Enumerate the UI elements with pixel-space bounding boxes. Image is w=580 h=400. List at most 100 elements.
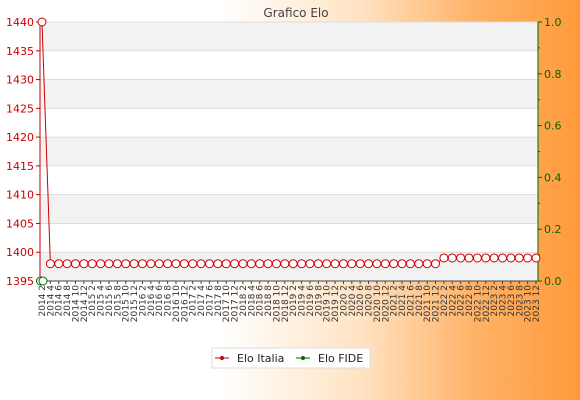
data-point[interactable] xyxy=(280,259,290,269)
data-point[interactable] xyxy=(347,259,357,269)
x-tick-label: 2022 10 xyxy=(473,285,483,322)
data-point[interactable] xyxy=(297,259,307,269)
legend-label: Elo FIDE xyxy=(318,352,363,365)
data-point[interactable] xyxy=(439,253,449,263)
data-point[interactable] xyxy=(246,259,256,269)
data-point[interactable] xyxy=(204,259,214,269)
data-point[interactable] xyxy=(330,259,340,269)
data-point[interactable] xyxy=(288,259,298,269)
data-point[interactable] xyxy=(405,259,415,269)
data-point[interactable] xyxy=(54,259,64,269)
x-tick-label: 2015 12 xyxy=(130,285,140,322)
data-point[interactable] xyxy=(481,253,491,263)
data-point[interactable] xyxy=(372,259,382,269)
x-tick-label: 2016 4 xyxy=(147,285,157,317)
x-tick-label: 2018 12 xyxy=(281,285,291,322)
data-point[interactable] xyxy=(523,253,533,263)
x-tick-label: 2015 8 xyxy=(113,285,123,317)
data-point[interactable] xyxy=(104,259,114,269)
data-point[interactable] xyxy=(355,259,365,269)
legend-swatch-marker xyxy=(301,356,305,360)
data-point[interactable] xyxy=(389,259,399,269)
data-point[interactable] xyxy=(255,259,265,269)
data-point[interactable] xyxy=(271,259,281,269)
data-point[interactable] xyxy=(196,259,206,269)
x-tick-label: 2016 8 xyxy=(164,285,174,317)
x-tick-label: 2016 12 xyxy=(180,285,190,322)
data-point[interactable] xyxy=(163,259,173,269)
data-point[interactable] xyxy=(154,259,164,269)
x-tick-label: 2017 8 xyxy=(214,285,224,317)
data-point[interactable] xyxy=(238,259,248,269)
grid-band xyxy=(40,79,538,109)
data-point[interactable] xyxy=(38,276,48,286)
data-point[interactable] xyxy=(380,259,390,269)
data-point[interactable] xyxy=(230,259,240,269)
x-tick-label: 2014 6 xyxy=(55,285,65,317)
x-tick-label: 2014 10 xyxy=(71,285,81,322)
x-tick-label: 2023 4 xyxy=(499,285,509,317)
data-point[interactable] xyxy=(79,259,89,269)
data-point[interactable] xyxy=(364,259,374,269)
data-point[interactable] xyxy=(70,259,80,269)
data-point[interactable] xyxy=(456,253,466,263)
data-point[interactable] xyxy=(338,259,348,269)
x-tick-label: 2019 12 xyxy=(331,285,341,322)
x-tick-label: 2019 8 xyxy=(314,285,324,317)
data-point[interactable] xyxy=(129,259,139,269)
data-point[interactable] xyxy=(472,253,482,263)
x-tick-label: 2018 6 xyxy=(256,285,266,317)
data-point[interactable] xyxy=(397,259,407,269)
data-point[interactable] xyxy=(322,259,332,269)
data-point[interactable] xyxy=(37,17,47,27)
data-point[interactable] xyxy=(221,259,231,269)
series-elo-fide xyxy=(36,276,48,286)
data-point[interactable] xyxy=(422,259,432,269)
y-left-tick-label: 1400 xyxy=(6,246,34,259)
data-point[interactable] xyxy=(188,259,198,269)
series-layer xyxy=(36,17,541,286)
data-point[interactable] xyxy=(137,259,147,269)
data-point[interactable] xyxy=(179,259,189,269)
data-point[interactable] xyxy=(96,259,106,269)
x-tick-label: 2017 10 xyxy=(222,285,232,322)
data-point[interactable] xyxy=(489,253,499,263)
data-point[interactable] xyxy=(263,259,273,269)
legend-item-elo-italia[interactable]: Elo Italia xyxy=(215,352,284,365)
y-left-tick-label: 1415 xyxy=(6,160,34,173)
legend-swatch-marker xyxy=(220,356,224,360)
data-point[interactable] xyxy=(62,259,72,269)
data-point[interactable] xyxy=(121,259,131,269)
data-point[interactable] xyxy=(464,253,474,263)
legend-label: Elo Italia xyxy=(237,352,284,365)
data-point[interactable] xyxy=(313,259,323,269)
x-tick-label: 2014 12 xyxy=(80,285,90,322)
data-point[interactable] xyxy=(514,253,524,263)
data-point[interactable] xyxy=(431,259,441,269)
data-point[interactable] xyxy=(112,259,122,269)
data-point[interactable] xyxy=(45,259,55,269)
data-point[interactable] xyxy=(506,253,516,263)
data-point[interactable] xyxy=(305,259,315,269)
data-point[interactable] xyxy=(146,259,156,269)
x-tick-label: 2021 2 xyxy=(390,285,400,317)
data-point[interactable] xyxy=(531,253,541,263)
data-point[interactable] xyxy=(87,259,97,269)
x-tick-label: 2021 10 xyxy=(423,285,433,322)
data-point[interactable] xyxy=(498,253,508,263)
x-tick-label: 2023 6 xyxy=(507,285,517,317)
x-tick-label: 2022 8 xyxy=(465,285,475,317)
data-point[interactable] xyxy=(171,259,181,269)
data-point[interactable] xyxy=(447,253,457,263)
y-left-tick-label: 1430 xyxy=(6,74,34,87)
x-tick-label: 2021 12 xyxy=(432,285,442,322)
x-tick-label: 2023 8 xyxy=(515,285,525,317)
x-tick-label: 2016 6 xyxy=(155,285,165,317)
x-tick-label: 2021 4 xyxy=(398,285,408,317)
data-point[interactable] xyxy=(414,259,424,269)
y-right-tick-label: 0.0 xyxy=(544,275,562,288)
data-point[interactable] xyxy=(213,259,223,269)
x-tick-label: 2022 4 xyxy=(448,285,458,317)
legend-item-elo-fide[interactable]: Elo FIDE xyxy=(296,352,363,365)
